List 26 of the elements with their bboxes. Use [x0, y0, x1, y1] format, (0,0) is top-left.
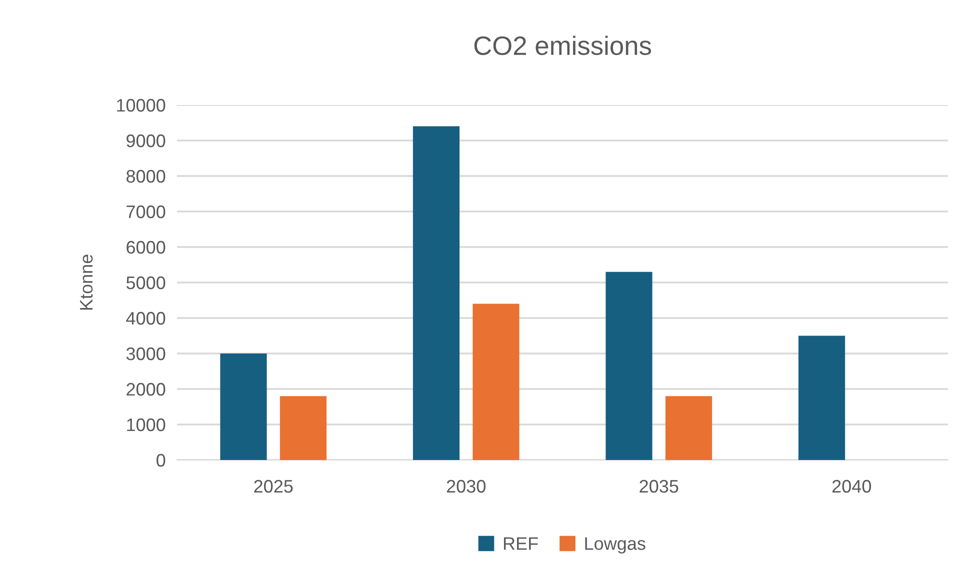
- x-tick-label: 2040: [832, 480, 872, 493]
- y-tick-label: 2000: [126, 382, 166, 396]
- y-tick-label: 6000: [126, 240, 166, 254]
- y-tick-label: 4000: [126, 312, 166, 325]
- y-tick-label: 10000: [117, 98, 166, 112]
- y-tick-label: 3000: [126, 347, 166, 360]
- y-tick-label: 5000: [126, 276, 166, 290]
- y-tick-label: 7000: [126, 205, 166, 218]
- legend-label: REF: [504, 537, 538, 550]
- x-tick-label: 2035: [640, 480, 678, 493]
- bar: [665, 396, 712, 460]
- y-axis-title: Ktonne: [80, 254, 93, 310]
- bar: [280, 396, 327, 460]
- bar: [412, 126, 460, 460]
- chart-title: CO2 emissions: [474, 36, 652, 56]
- y-tick-label: 9000: [126, 134, 166, 148]
- legend-label: Lowgas: [585, 537, 646, 554]
- bar: [472, 304, 520, 460]
- y-tick-label: 1000: [127, 418, 166, 432]
- y-tick-label: 8000: [126, 170, 166, 183]
- x-tick-label: 2025: [254, 480, 293, 493]
- bar: [606, 272, 652, 460]
- bar: [798, 336, 846, 460]
- y-tick-label: 0: [156, 454, 166, 467]
- bar: [220, 354, 267, 460]
- x-tick-label: 2030: [446, 480, 486, 493]
